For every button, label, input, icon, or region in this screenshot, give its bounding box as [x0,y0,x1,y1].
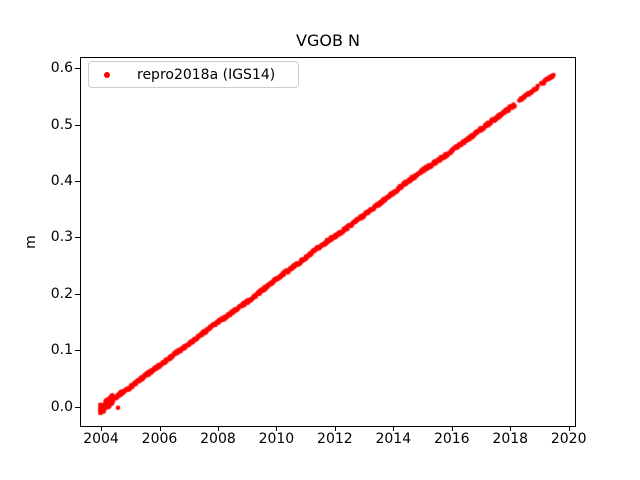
x-tick-label: 2004 [83,431,119,447]
x-tick-mark [276,427,278,431]
x-tick-mark [217,427,219,431]
y-tick-mark [75,68,80,70]
x-tick-label: 2006 [141,431,178,447]
x-tick-label: 2018 [492,431,529,447]
x-tick-label: 2014 [375,431,412,447]
y-tick-label: 0.6 [50,60,73,77]
y-tick-label: 0.3 [50,229,73,246]
y-tick-mark [75,181,80,183]
y-tick-mark [75,293,80,295]
y-tick-label: 0.0 [50,398,73,415]
x-tick-label: 2012 [317,431,353,447]
y-tick-label: 0.5 [50,116,73,133]
y-tick-mark [75,350,80,352]
x-tick-mark [101,427,103,431]
y-tick-label: 0.4 [50,173,73,190]
x-tick-mark [568,427,570,431]
legend: repro2018a (IGS14) [88,61,299,88]
x-tick-mark [334,427,336,431]
scatter-canvas [81,58,575,426]
x-tick-mark [393,427,395,431]
x-tick-label: 2020 [550,431,587,447]
x-tick-label: 2008 [200,431,236,447]
x-tick-mark [159,427,161,431]
legend-marker-dot-icon [104,71,110,78]
x-tick-label: 2016 [433,431,470,447]
y-tick-label: 0.1 [50,342,73,359]
y-tick-mark [75,406,80,408]
y-tick-mark [75,124,80,126]
axes-area: repro2018a (IGS14) [80,57,576,427]
x-tick-label: 2010 [258,431,295,447]
y-tick-label: 0.2 [50,285,73,302]
legend-label: repro2018a (IGS14) [137,66,276,83]
x-tick-mark [451,427,453,431]
plot-title: VGOB N [296,31,360,50]
y-tick-mark [75,237,80,239]
x-tick-mark [510,427,512,431]
